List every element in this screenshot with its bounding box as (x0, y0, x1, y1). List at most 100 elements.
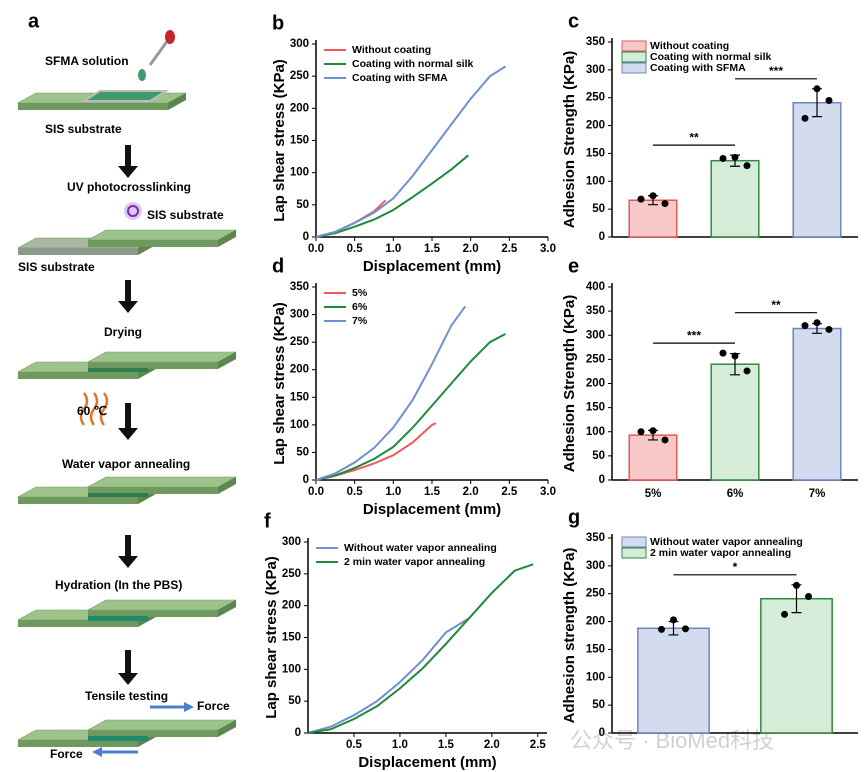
x-tick-label: 2.5 (501, 243, 518, 255)
step-text: SIS substrate (45, 122, 122, 136)
x-tick-label: 0.0 (308, 486, 324, 498)
data-point (719, 154, 727, 162)
legend-swatch (621, 536, 647, 548)
panel-label: d (272, 255, 284, 277)
force-head (92, 747, 102, 757)
step-text: Hydration (In the PBS) (55, 578, 182, 592)
slab-top (86, 719, 238, 731)
data-point (658, 625, 665, 633)
bar (628, 434, 678, 481)
arrow-head (118, 556, 138, 568)
y-tick-label: 100 (290, 167, 309, 179)
joint (88, 616, 148, 621)
x-tick-label: 1.5 (424, 243, 441, 255)
slab-front (18, 372, 138, 379)
legend-label: Without coating (352, 44, 431, 56)
y-axis-label: Lap shear stress (KPa) (271, 59, 288, 222)
x-tick-label: 0.5 (346, 739, 363, 751)
slab-top (86, 351, 238, 363)
slab-side (168, 93, 186, 110)
panel-label: g (568, 506, 580, 528)
y-tick-label: 200 (586, 616, 605, 628)
y-tick-label: 50 (296, 199, 309, 211)
data-point (813, 85, 821, 93)
step-text: UV photocrosslinking (67, 180, 191, 194)
y-tick-label: 50 (288, 695, 301, 707)
data-point (649, 192, 657, 200)
y-tick-label: 150 (586, 147, 605, 159)
x-tick-label: 5% (645, 488, 662, 500)
arrow-shaft (125, 145, 131, 168)
y-tick-label: 0 (295, 727, 301, 739)
x-tick-label: 6% (727, 488, 744, 500)
slab-front (88, 240, 218, 247)
dropper (148, 39, 170, 66)
x-axis-label: Displacement (mm) (358, 754, 496, 771)
data-point (801, 114, 809, 122)
data-point (637, 195, 645, 203)
legend-swatch (621, 40, 647, 52)
arrow-head (118, 428, 138, 440)
legend-label: 7% (352, 315, 368, 327)
slab-front (18, 248, 138, 255)
line (315, 333, 506, 481)
significance-label: ** (771, 298, 781, 312)
y-tick-label: 150 (282, 632, 301, 644)
arrow-shaft (125, 403, 131, 430)
y-tick-label: 250 (586, 92, 605, 104)
y-tick-label: 50 (592, 203, 605, 215)
y-tick-label: 250 (290, 70, 309, 82)
legend-label: 6% (352, 301, 368, 313)
bar (792, 327, 842, 481)
x-tick-label: 2.0 (463, 486, 479, 498)
y-tick-label: 100 (586, 426, 605, 438)
line (315, 305, 467, 481)
x-tick-label: 2.5 (530, 739, 547, 751)
data-point (661, 200, 669, 208)
legend-swatch (621, 51, 647, 63)
y-tick-label: 150 (586, 643, 605, 655)
slab-front (88, 362, 218, 369)
x-tick-label: 0.5 (347, 486, 364, 498)
step-text: SIS substrate (18, 260, 95, 274)
x-tick-label: 0.0 (308, 243, 324, 255)
slab-top (86, 599, 238, 611)
y-tick-label: 350 (290, 281, 309, 293)
data-point (637, 428, 645, 436)
significance-label: *** (769, 64, 783, 78)
line (307, 563, 534, 734)
y-axis-label: Adhesion Strength (KPa) (561, 51, 578, 229)
data-point (731, 352, 739, 360)
x-tick-label: 7% (809, 488, 826, 500)
data-point (731, 153, 739, 161)
data-point (670, 616, 677, 624)
y-tick-label: 300 (290, 38, 309, 50)
data-point (825, 325, 833, 333)
legend-label: Coating with SFMA (352, 72, 448, 84)
legend-swatch (621, 62, 647, 74)
x-tick-label: 2.5 (501, 486, 518, 498)
step-text: 60 ℃ (77, 404, 107, 418)
joint (88, 736, 148, 741)
joint (88, 493, 148, 497)
force-label: Force (50, 747, 83, 761)
legend-label: Coating with SFMA (650, 62, 746, 74)
data-point (649, 427, 657, 435)
y-tick-label: 0 (599, 474, 605, 486)
y-tick-label: 50 (592, 450, 605, 462)
bar (792, 101, 842, 238)
y-tick-label: 150 (290, 135, 309, 147)
x-tick-label: 1.5 (438, 739, 455, 751)
data-point (743, 162, 751, 170)
y-tick-label: 150 (290, 391, 309, 403)
y-tick-label: 400 (586, 281, 605, 293)
slab-side (218, 600, 236, 617)
y-tick-label: 250 (282, 568, 301, 580)
steam (79, 392, 109, 426)
drop (138, 69, 146, 81)
slab-front (18, 620, 138, 627)
step-text: SFMA solution (45, 54, 129, 68)
panel-label: e (568, 255, 579, 277)
arrow-shaft (125, 650, 131, 675)
uv-icon (127, 205, 139, 217)
